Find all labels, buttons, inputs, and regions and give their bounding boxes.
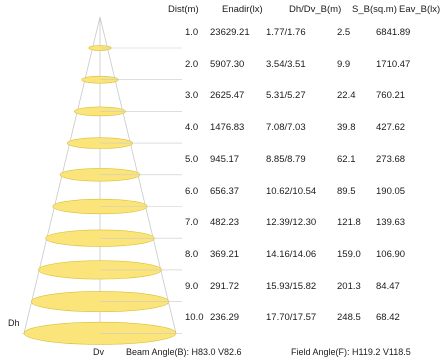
- cell-sb: 201.3: [337, 280, 361, 292]
- cell-eav: 427.62: [376, 122, 406, 134]
- cell-enadir: 945.17: [210, 153, 240, 165]
- cell-enadir: 291.72: [210, 280, 240, 292]
- cell-dhdv: 3.54/3.51: [266, 58, 306, 70]
- column-header: Eav_B(lx): [399, 4, 441, 15]
- cell-dhdv: 15.93/15.82: [266, 280, 317, 292]
- cell-enadir: 656.37: [210, 185, 240, 197]
- cell-enadir: 2625.47: [210, 90, 245, 102]
- column-header: Enadir(lx): [222, 4, 263, 15]
- cell-dist: 8.0: [185, 248, 199, 260]
- cell-eav: 1710.47: [376, 58, 411, 70]
- cell-enadir: 236.29: [210, 312, 240, 324]
- cell-sb: 121.8: [337, 217, 361, 229]
- cell-dhdv: 10.62/10.54: [266, 185, 317, 197]
- cell-dist: 1.0: [185, 27, 199, 38]
- cell-sb: 2.5: [337, 27, 351, 38]
- cell-dhdv: 12.39/12.30: [266, 217, 317, 229]
- cell-eav: 68.42: [376, 312, 400, 324]
- dh-label: Dh: [8, 318, 20, 328]
- cell-enadir: 5907.30: [210, 58, 245, 70]
- column-header: S_B(sq.m): [352, 4, 397, 15]
- cell-enadir: 23629.21: [210, 27, 250, 38]
- cell-sb: 22.4: [337, 90, 356, 102]
- cell-eav: 190.05: [376, 185, 406, 197]
- dv-label: Dv: [93, 347, 104, 357]
- cell-dist: 4.0: [185, 122, 199, 134]
- beam-angle-text: Beam Angle(B): H83.0 V82.6: [126, 347, 242, 357]
- cell-sb: 89.5: [337, 185, 356, 197]
- cell-dist: 6.0: [185, 185, 199, 197]
- leader-lines: [22, 47, 182, 345]
- cell-dhdv: 8.85/8.79: [266, 153, 306, 165]
- cell-dhdv: 7.08/7.03: [266, 122, 306, 134]
- column-header: Dh/Dv_B(m): [289, 4, 342, 15]
- cell-sb: 39.8: [337, 122, 356, 134]
- cell-dist: 2.0: [185, 58, 199, 70]
- cell-eav: 106.90: [376, 248, 406, 260]
- cell-dist: 3.0: [185, 90, 199, 102]
- cell-enadir: 482.23: [210, 217, 240, 229]
- cell-eav: 760.21: [376, 90, 406, 102]
- field-angle-text: Field Angle(F): H119.2 V118.5: [291, 347, 411, 357]
- cell-enadir: 1476.83: [210, 122, 245, 134]
- cell-eav: 139.63: [376, 217, 406, 229]
- cell-sb: 159.0: [337, 248, 361, 260]
- cell-dist: 7.0: [185, 217, 199, 229]
- cell-sb: 62.1: [337, 153, 356, 165]
- cell-dhdv: 14.16/14.06: [266, 248, 317, 260]
- cell-dhdv: 5.31/5.27: [266, 90, 306, 102]
- column-header: Dist(m): [168, 4, 199, 15]
- cell-dist: 10.0: [185, 312, 204, 324]
- cell-dhdv: 1.77/1.76: [266, 27, 306, 38]
- cell-sb: 9.9: [337, 58, 351, 70]
- cell-eav: 6841.89: [376, 27, 411, 38]
- cell-eav: 84.47: [376, 280, 400, 292]
- cell-enadir: 369.21: [210, 248, 240, 260]
- cell-eav: 273.68: [376, 153, 406, 165]
- cell-dhdv: 17.70/17.57: [266, 312, 317, 324]
- cell-sb: 248.5: [337, 312, 361, 324]
- cell-dist: 9.0: [185, 280, 199, 292]
- cell-dist: 5.0: [185, 153, 199, 165]
